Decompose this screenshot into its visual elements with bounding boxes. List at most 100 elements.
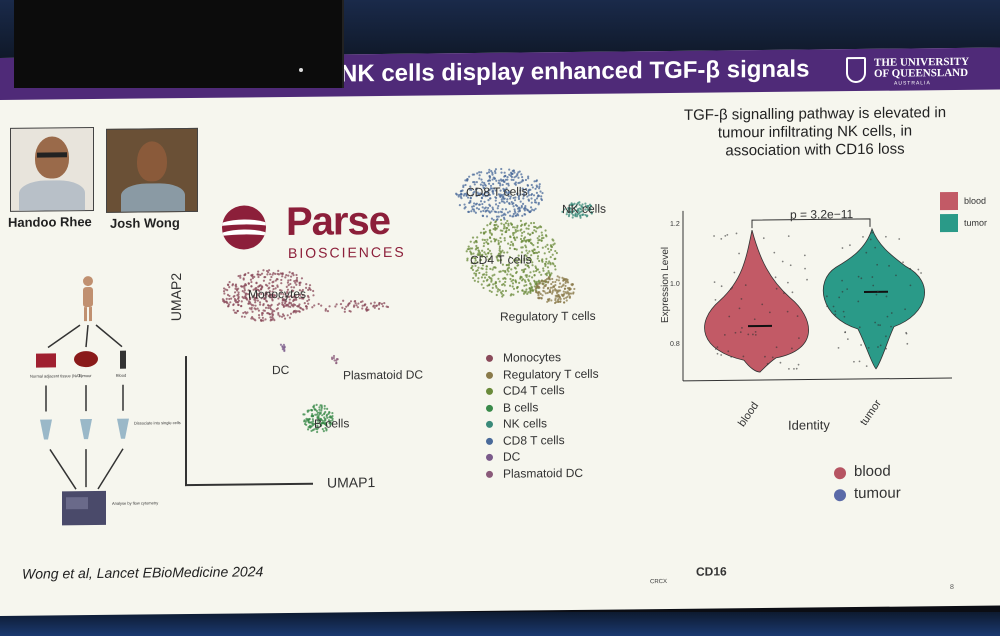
violin-point — [720, 237, 723, 240]
violin-point — [838, 296, 841, 299]
violin-x-axis — [683, 377, 952, 382]
violin-point — [713, 281, 716, 283]
violin-point — [771, 356, 774, 359]
violin-point — [862, 235, 864, 238]
violin-point — [730, 355, 733, 358]
violin-point — [731, 286, 734, 289]
violin-point — [714, 298, 717, 301]
tube-icon — [80, 419, 92, 440]
violin-point — [885, 295, 888, 298]
violin-point — [890, 325, 892, 328]
violin-point — [877, 324, 880, 326]
violin-point — [775, 287, 778, 290]
violin-point — [837, 346, 840, 349]
nat-tissue-icon — [36, 353, 56, 368]
violin-point — [791, 347, 793, 350]
slide: NK cells display enhanced TGF-β signals … — [0, 47, 1000, 616]
blood-tube-icon — [120, 350, 126, 369]
violin-point — [909, 267, 912, 270]
violin-point — [744, 284, 747, 286]
violin-point — [764, 355, 766, 358]
violin-point — [885, 347, 888, 350]
violin-point — [796, 315, 799, 318]
flow-legend-tumour-dot — [834, 489, 846, 502]
violin-point — [766, 362, 769, 365]
violin-point — [825, 295, 828, 298]
violin-significance-bracket — [751, 218, 871, 229]
violin-point — [860, 277, 863, 280]
violin-tick-0.8: 0.8 — [670, 340, 680, 348]
workflow-label-tumour: Tumour — [78, 373, 92, 378]
violin-point — [714, 348, 717, 350]
violin-point — [842, 310, 845, 313]
cluster-pdc — [330, 354, 339, 365]
violin-point — [803, 254, 806, 257]
violin-point — [876, 290, 879, 293]
flow-legend-blood-dot — [834, 467, 846, 480]
violin-point — [798, 337, 800, 339]
violin-point — [716, 346, 719, 349]
citation: Wong et al, Lancet EBioMedicine 2024 — [22, 563, 264, 582]
violin-point — [844, 331, 847, 334]
violin-point — [841, 290, 844, 293]
violin-blood — [704, 230, 809, 373]
violin-point — [753, 318, 756, 321]
violin-point — [849, 244, 851, 247]
tube-icon — [40, 419, 52, 440]
violin-point — [869, 238, 872, 241]
violin-point — [793, 367, 795, 370]
violin-point — [752, 333, 754, 336]
violin-point — [874, 246, 877, 249]
violin-point — [787, 281, 789, 284]
monitor-foreground — [14, 0, 344, 88]
violin-point — [890, 312, 893, 314]
violin-point — [723, 333, 726, 336]
violin-point — [858, 326, 861, 329]
violin-point — [879, 324, 881, 327]
umap-scatter — [221, 167, 594, 434]
violin-point — [720, 354, 723, 356]
violin-point — [871, 276, 874, 278]
violin-point — [754, 333, 757, 336]
violin-point — [775, 346, 778, 349]
violin-point — [909, 284, 912, 287]
violin-point — [761, 303, 764, 306]
tumour-icon — [74, 351, 98, 368]
violin-point — [826, 305, 828, 308]
page-number: 8 — [950, 584, 954, 592]
violin-point — [846, 338, 849, 341]
violin-point — [874, 321, 877, 324]
violin-point — [735, 232, 738, 235]
violin-point — [720, 285, 723, 288]
violin-point — [726, 233, 729, 236]
violin-point — [872, 284, 875, 287]
violin-legend-tumor: tumor — [964, 217, 988, 228]
violin-point — [781, 260, 784, 263]
violin-point — [860, 344, 862, 346]
violin-point — [853, 360, 855, 363]
violin-point — [902, 261, 904, 264]
violin-point — [728, 315, 731, 318]
violin-point — [834, 310, 837, 313]
violin-point — [783, 292, 785, 295]
violin-point — [738, 252, 740, 255]
violin-point — [724, 235, 727, 237]
cluster-monocytes-tail — [311, 299, 390, 313]
tube-icon — [117, 418, 129, 439]
violin-point — [841, 247, 844, 249]
violin-point — [857, 275, 860, 278]
violin-point — [729, 288, 732, 290]
violin-point — [871, 231, 874, 234]
violin-tick-1.2: 1.2 — [670, 220, 680, 228]
violin-point — [747, 333, 750, 336]
violin-point — [806, 278, 808, 281]
violin-point — [843, 315, 846, 318]
violin-point — [858, 360, 861, 363]
violin-point — [789, 264, 792, 267]
violin-point — [754, 330, 757, 333]
violin-point — [832, 305, 835, 308]
violin-point — [888, 264, 890, 267]
violin-point — [884, 235, 887, 238]
violin-x-label: Identity — [788, 417, 830, 433]
